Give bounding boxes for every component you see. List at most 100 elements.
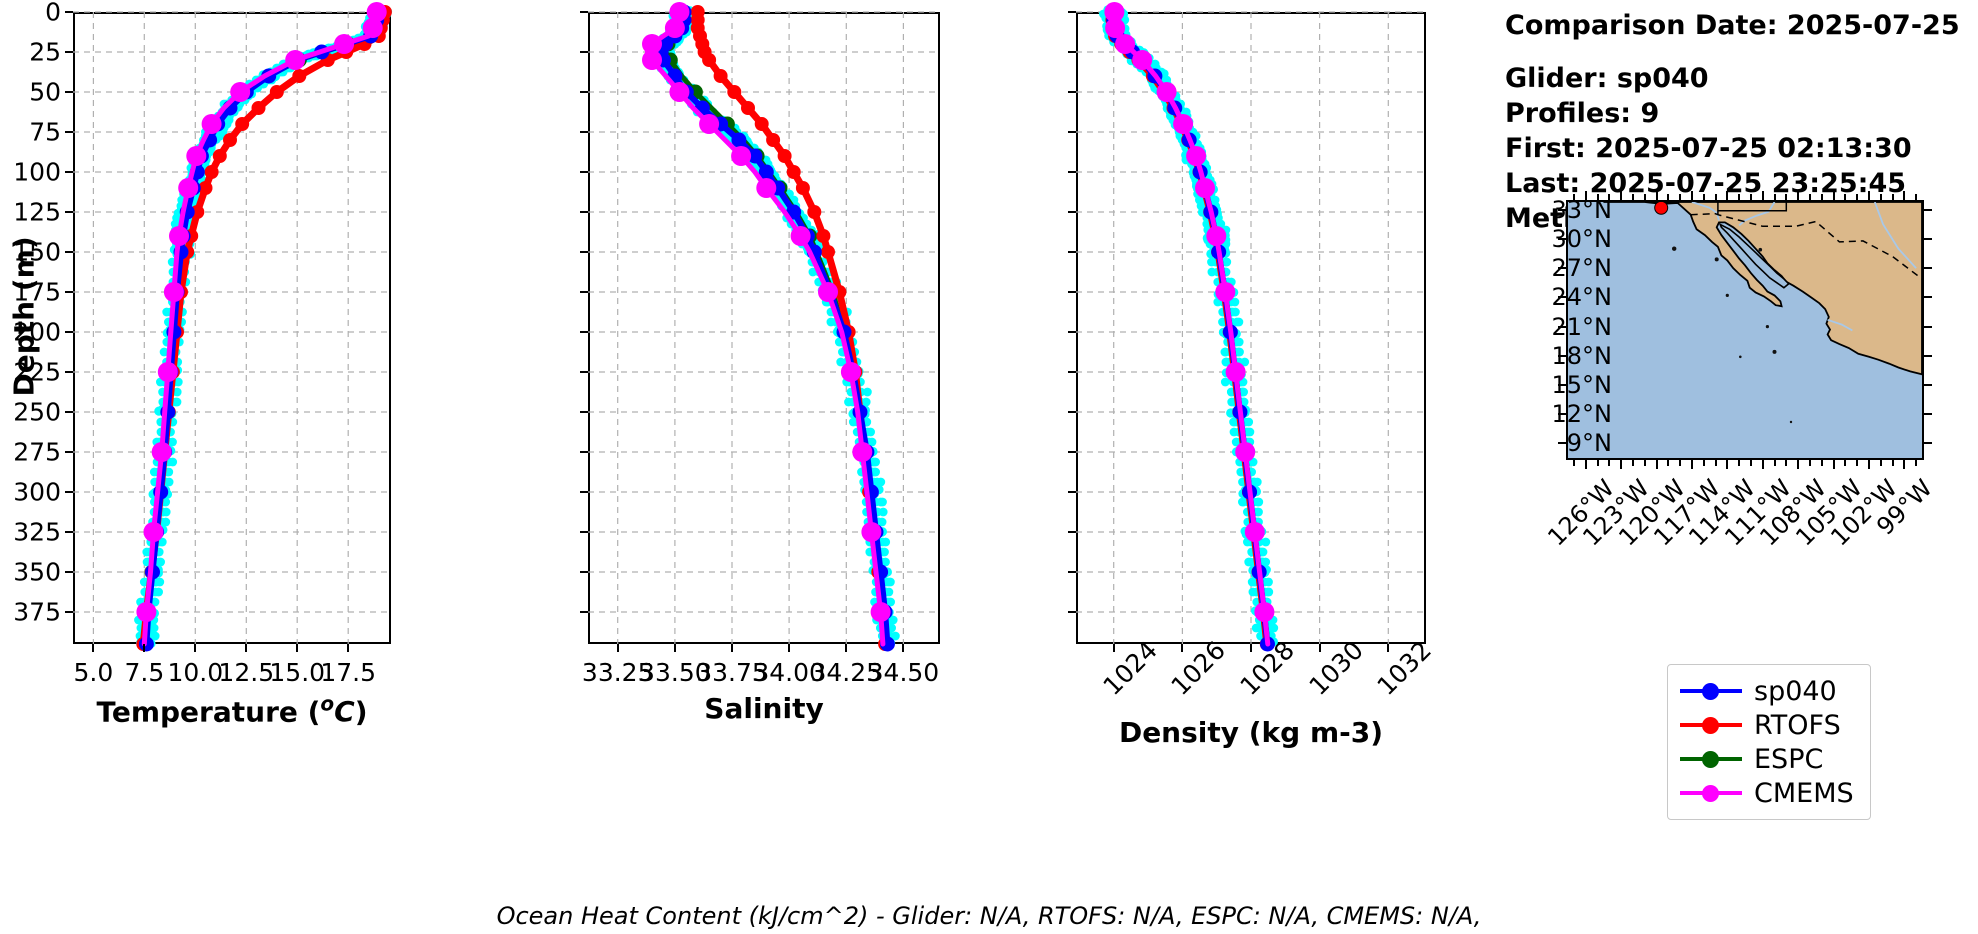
- map-lon-tick-top: [1690, 191, 1693, 200]
- map-lon-minor-tick-bottom: [1631, 460, 1634, 466]
- depth-tick-mark: [580, 211, 588, 213]
- x-tick-label: 1030: [1303, 635, 1369, 702]
- map-lat-tick-right: [1924, 267, 1932, 270]
- map-lon-minor-tick-bottom: [1679, 460, 1682, 466]
- temperature-panel: [73, 2, 393, 652]
- depth-tick-mark: [1068, 91, 1076, 93]
- depth-tick-label: 75: [29, 117, 61, 147]
- depth-tick-mark: [1068, 611, 1076, 613]
- map-lat-tick: [1558, 267, 1566, 270]
- map-lat-tick: [1558, 413, 1566, 416]
- x-tick-mark: [92, 644, 95, 652]
- depth-tick-mark: [65, 571, 73, 573]
- depth-tick-label: 175: [13, 277, 61, 307]
- x-tick-mark: [1250, 644, 1252, 652]
- x-tick-label: 5.0: [73, 658, 114, 687]
- map-lon-minor-tick: [1738, 194, 1741, 200]
- depth-tick-mark: [65, 291, 73, 293]
- map-lon-tick: [1761, 460, 1764, 469]
- depth-tick-label: 50: [29, 77, 61, 107]
- location-map[interactable]: [1566, 200, 1924, 460]
- salinity-plot-svg: [588, 2, 940, 652]
- x-tick-mark: [1112, 644, 1115, 652]
- legend-symbol-espc: [1680, 749, 1742, 769]
- x-tick-mark: [1181, 644, 1184, 652]
- depth-tick-mark: [65, 371, 73, 373]
- map-lon-minor-tick-bottom: [1820, 460, 1823, 466]
- profiles-line: Profiles: 9: [1505, 98, 1660, 130]
- depth-tick-label: 125: [13, 197, 61, 227]
- map-lon-tick-top: [1797, 191, 1800, 200]
- map-lat-tick: [1558, 325, 1566, 328]
- x-tick-mark: [194, 644, 197, 652]
- map-lon-minor-tick: [1879, 194, 1882, 200]
- depth-tick-mark: [1068, 131, 1076, 133]
- legend-symbol-sp040: [1680, 681, 1742, 701]
- depth-tick-label: 0: [45, 0, 61, 27]
- depth-tick-mark: [580, 331, 588, 333]
- x-tick-label: 12.5: [218, 658, 275, 687]
- depth-tick-mark: [580, 571, 588, 573]
- depth-tick-mark: [580, 51, 588, 53]
- depth-tick-mark: [65, 11, 73, 13]
- depth-tick-mark: [1068, 571, 1076, 573]
- x-tick-mark: [245, 644, 248, 652]
- depth-tick-mark: [65, 411, 73, 413]
- depth-tick-mark: [1068, 171, 1076, 173]
- depth-tick-mark: [580, 251, 588, 253]
- depth-tick-mark: [580, 371, 588, 373]
- x-tick-label: 1032: [1371, 635, 1438, 702]
- map-lon-tick-top: [1584, 191, 1587, 200]
- depth-tick-label: 200: [13, 317, 61, 347]
- depth-tick-mark: [1068, 371, 1076, 373]
- density-axis-title: Density (kg m-3): [1118, 716, 1384, 749]
- depth-tick-mark: [580, 611, 588, 613]
- depth-tick-mark: [65, 51, 73, 53]
- depth-tick-label: 100: [13, 157, 61, 187]
- depth-tick-mark: [1068, 291, 1076, 293]
- depth-tick-mark: [1068, 251, 1076, 253]
- map-lon-tick-top: [1655, 191, 1658, 200]
- map-lon-tick-top: [1832, 191, 1835, 200]
- x-tick-label: 34.50: [867, 658, 940, 687]
- x-tick-label: 1026: [1165, 635, 1232, 702]
- map-lon-minor-tick: [1808, 194, 1811, 200]
- map-lon-tick: [1584, 460, 1587, 469]
- map-lon-minor-tick: [1773, 194, 1776, 200]
- map-lat-tick: [1558, 383, 1566, 386]
- depth-tick-mark: [65, 211, 73, 213]
- depth-tick-mark: [1068, 331, 1076, 333]
- map-lat-tick: [1558, 354, 1566, 357]
- map-lat-tick: [1558, 208, 1566, 211]
- map-lon-minor-tick-bottom: [1844, 460, 1847, 466]
- x-tick-mark: [731, 644, 733, 652]
- depth-tick-mark: [580, 131, 588, 133]
- map-lon-minor-tick: [1844, 194, 1847, 200]
- map-lon-minor-tick-bottom: [1808, 460, 1811, 466]
- map-lon-tick: [1620, 460, 1623, 469]
- depth-tick-label: 25: [29, 37, 61, 67]
- map-lon-tick: [1832, 460, 1835, 469]
- map-svg: [1568, 202, 1922, 458]
- depth-tick-label: 250: [13, 397, 61, 427]
- x-tick-label: 33.25: [581, 658, 654, 687]
- x-tick-mark: [616, 644, 619, 652]
- x-tick-label: 34.00: [753, 658, 825, 687]
- map-lon-minor-tick-bottom: [1785, 460, 1788, 466]
- map-lat-tick-right: [1924, 442, 1932, 445]
- legend-item: ESPC: [1680, 742, 1854, 776]
- map-lon-minor-tick: [1643, 194, 1646, 200]
- x-tick-mark: [1387, 644, 1390, 652]
- ocean-heat-content-footnote: Ocean Heat Content (kJ/cm^2) - Glider: N…: [496, 902, 1482, 930]
- x-tick-label: 34.25: [810, 658, 883, 687]
- x-tick-mark: [845, 644, 848, 652]
- map-lon-minor-tick-bottom: [1643, 460, 1646, 466]
- depth-tick-label: 375: [13, 597, 61, 627]
- map-lon-minor-tick: [1856, 194, 1859, 200]
- temperature-axis-title: Temperature (oC): [96, 692, 368, 729]
- legend-symbol-cmems: [1680, 783, 1742, 803]
- map-lon-tick-top: [1903, 191, 1906, 200]
- depth-tick-mark: [65, 131, 73, 133]
- x-tick-label: 7.5: [124, 658, 165, 687]
